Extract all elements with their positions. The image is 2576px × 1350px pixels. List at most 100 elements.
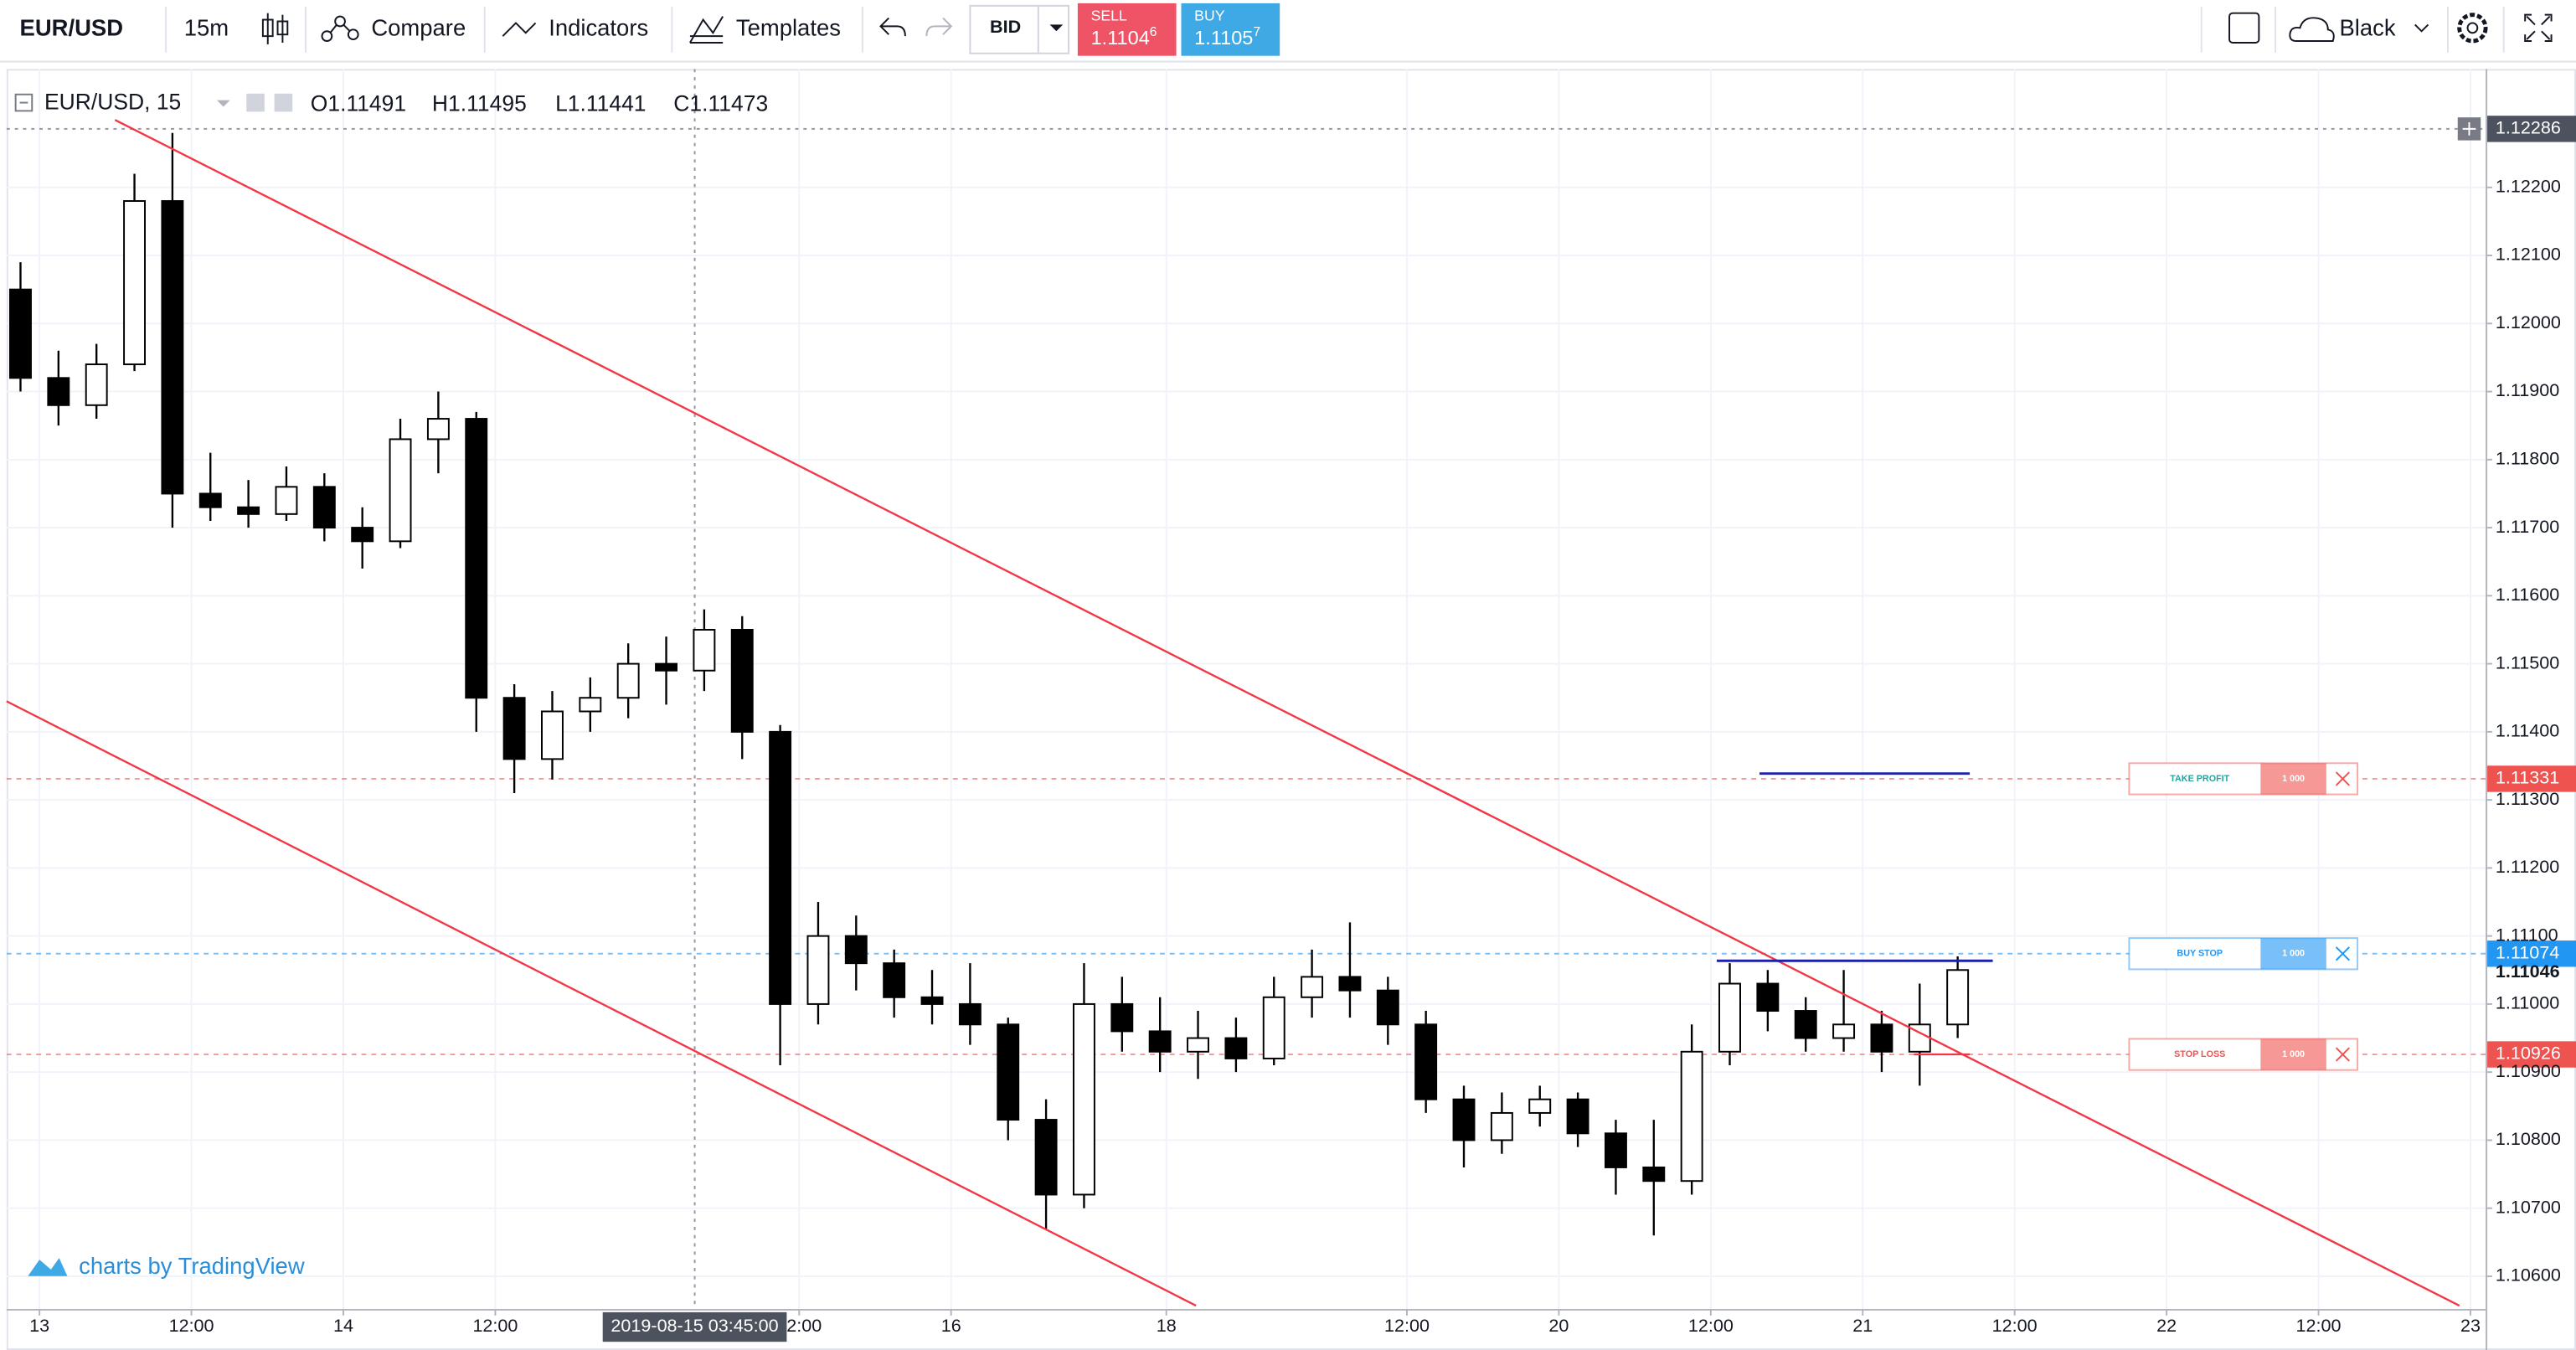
- x-tick-label: 12:00: [2296, 1315, 2342, 1336]
- price-source[interactable]: BID: [990, 16, 1021, 37]
- legend-close-value: 1.11473: [689, 91, 768, 116]
- visibility-button[interactable]: [246, 93, 265, 112]
- x-tick-label: 22: [2156, 1315, 2177, 1336]
- theme-caret[interactable]: [2414, 23, 2429, 33]
- price-source-select[interactable]: [969, 4, 1070, 54]
- candle-body: [47, 377, 70, 406]
- candle-body: [1301, 976, 1324, 998]
- sell-price: 1.11046: [1091, 25, 1157, 49]
- price-levels: [6, 69, 2486, 1309]
- candle-body: [1338, 976, 1362, 992]
- y-tick-label: 1.11000: [2496, 992, 2559, 1013]
- templates-icon[interactable]: [689, 16, 724, 44]
- settings-button[interactable]: [274, 93, 293, 112]
- buy-price-main: 1.1105: [1194, 27, 1253, 49]
- x-tick-label: 18: [1157, 1315, 1177, 1336]
- x-tick-label: 16: [941, 1315, 961, 1336]
- crosshair-plus-icon: [2462, 122, 2476, 136]
- x-tick-label: 12:00: [1688, 1315, 1734, 1336]
- candle-body: [1452, 1098, 1476, 1141]
- settings-button[interactable]: [2457, 13, 2488, 44]
- dropdown-caret[interactable]: [1049, 24, 1064, 32]
- crosshair-price-label: 1.12286: [2496, 117, 2561, 138]
- toolbar: EUR/USD 15m Compare Indicators Templates…: [0, 0, 2576, 63]
- candle-body: [1034, 1119, 1058, 1196]
- candle-body: [1756, 982, 1780, 1012]
- watermark-text[interactable]: charts by TradingView: [79, 1253, 305, 1279]
- y-tick-label: 1.12200: [2496, 175, 2561, 196]
- candle-body: [1946, 969, 1970, 1026]
- compare-icon[interactable]: [321, 15, 359, 43]
- indicators-icon[interactable]: [502, 22, 537, 37]
- buy-price-pip: 7: [1253, 25, 1260, 39]
- order-price-label: 1.11331: [2496, 767, 2559, 788]
- order-close[interactable]: [2335, 1047, 2350, 1062]
- buy-label: BUY: [1194, 7, 1225, 23]
- candle-body: [1224, 1037, 1248, 1059]
- candle-body: [1148, 1030, 1172, 1053]
- legend-high-label: H: [432, 91, 448, 116]
- candle-body: [655, 662, 677, 672]
- y-tick-label: 1.11500: [2496, 652, 2559, 672]
- last-price-label: 1.11046: [2496, 961, 2560, 982]
- y-tick-label: 1.11300: [2496, 788, 2559, 809]
- order-price-badge: [2487, 1041, 2576, 1068]
- legend-open-value: 1.11491: [327, 91, 406, 116]
- order-price-label: 1.10926: [2496, 1043, 2561, 1064]
- candles: [9, 132, 1970, 1236]
- sell-button[interactable]: [1077, 3, 1177, 56]
- candle-body: [1832, 1023, 1856, 1039]
- watermark-logo: [28, 1258, 68, 1276]
- legend-close: C1.11473: [673, 91, 768, 116]
- buy-price: 1.11057: [1194, 25, 1260, 49]
- order-price-label: 1.11074: [2496, 941, 2559, 962]
- y-tick-label: 1.10700: [2496, 1196, 2561, 1217]
- candle-body: [1680, 1050, 1703, 1183]
- symbol[interactable]: EUR/USD: [20, 15, 124, 41]
- y-tick-label: 1.12100: [2496, 244, 2561, 265]
- order-quantity: 1 000: [2282, 774, 2305, 784]
- crosshair-time-badge: [602, 1311, 787, 1342]
- candle-body: [275, 486, 298, 515]
- layout-button[interactable]: [2228, 12, 2260, 44]
- candle-body: [1870, 1023, 1893, 1053]
- order-quantity-bg: [2260, 1038, 2326, 1070]
- fullscreen-button[interactable]: [2524, 13, 2553, 43]
- x-tick-label: 14: [333, 1315, 353, 1336]
- x-tick-label: 23: [2460, 1315, 2481, 1336]
- candle-body: [198, 492, 222, 508]
- interval[interactable]: 15m: [184, 15, 229, 41]
- buy-button[interactable]: [1181, 3, 1280, 56]
- order-close[interactable]: [2335, 946, 2350, 961]
- crosshair-price-badge: [2487, 116, 2576, 142]
- compare-button[interactable]: Compare: [371, 15, 466, 41]
- templates-button[interactable]: Templates: [736, 15, 841, 41]
- undo-button[interactable]: [879, 17, 906, 37]
- trend-line: [6, 700, 1197, 1307]
- x-tick-label: 13: [29, 1315, 49, 1336]
- candle-body: [1376, 989, 1399, 1026]
- candle-body: [806, 935, 830, 1005]
- theme-name[interactable]: Black: [2340, 15, 2396, 41]
- legend-caret[interactable]: [216, 100, 230, 107]
- candle-body: [997, 1023, 1020, 1121]
- order-close[interactable]: [2335, 771, 2350, 786]
- candle-body: [9, 288, 32, 379]
- sell-label: SELL: [1091, 7, 1127, 23]
- indicators-button[interactable]: Indicators: [549, 15, 648, 41]
- x-tick-label: 12:00: [472, 1315, 518, 1336]
- candle-body: [958, 1002, 981, 1026]
- redo-button[interactable]: [925, 17, 953, 37]
- x-tick-label: 12:00: [1992, 1315, 2038, 1336]
- y-tick-label: 1.10900: [2496, 1060, 2561, 1081]
- cloud-icon[interactable]: [2289, 17, 2335, 43]
- candle-body: [237, 506, 260, 515]
- legend-low-value: 1.11441: [568, 91, 647, 116]
- x-tick-label: 12:00: [1384, 1315, 1430, 1336]
- order-name: BUY STOP: [2177, 949, 2223, 959]
- legend-low: L1.11441: [555, 91, 646, 116]
- watermark: charts by TradingView: [28, 1253, 305, 1279]
- chart-style-icon[interactable]: [261, 13, 289, 44]
